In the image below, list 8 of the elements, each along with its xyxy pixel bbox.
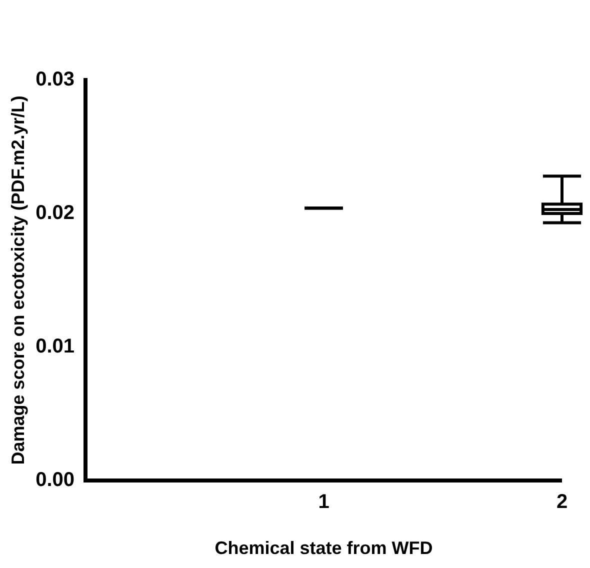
y-tick-label: 0.02 (36, 202, 75, 224)
x-tick-label: 2 (556, 490, 568, 513)
x-tick-label: 1 (318, 490, 330, 513)
y-tick-label: 0.01 (36, 335, 75, 358)
y-tick-label: 0.03 (36, 68, 75, 91)
y-axis-title: Damage score on ecotoxicity (PDF.m2.yr/L) (8, 96, 28, 465)
y-tick-label: 0.00 (36, 468, 75, 491)
x-axis-title: Chemical state from WFD (214, 538, 433, 558)
